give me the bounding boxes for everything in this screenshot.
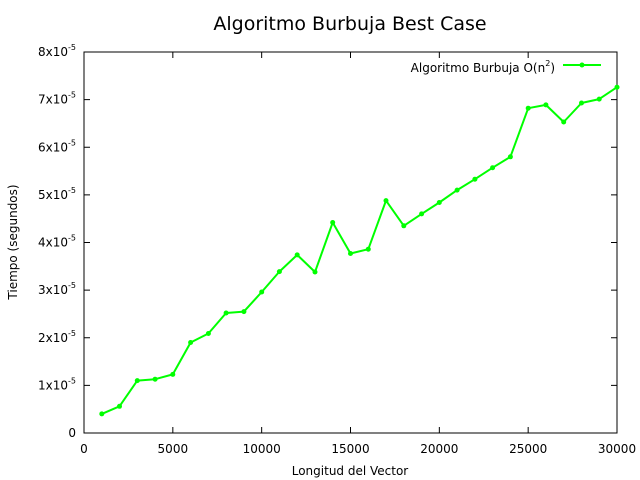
y-tick-label-exp: -5 xyxy=(68,281,76,290)
data-point xyxy=(365,246,371,252)
y-tick-label-exp: -5 xyxy=(68,329,76,338)
y-tick-label-exp: -5 xyxy=(68,376,76,385)
data-point xyxy=(596,96,602,102)
y-tick-label-base: 3x10 xyxy=(38,283,68,297)
data-point xyxy=(152,376,158,382)
data-point xyxy=(490,165,496,171)
x-tick-label: 20000 xyxy=(420,442,458,456)
data-point xyxy=(401,223,407,229)
x-tick-label: 0 xyxy=(80,442,88,456)
y-tick-label: 8x10-5 xyxy=(38,43,76,59)
series-line xyxy=(101,86,618,415)
x-axis-label: Longitud del Vector xyxy=(292,464,409,478)
x-tick-label: 25000 xyxy=(509,442,547,456)
chart-title: Algoritmo Burbuja Best Case xyxy=(213,13,486,35)
data-point xyxy=(543,102,549,108)
x-tick-label: 30000 xyxy=(598,442,636,456)
y-tick-label: 3x10-5 xyxy=(38,281,76,297)
y-tick-label-exp: -5 xyxy=(68,186,76,195)
y-tick-label-base: 5x10 xyxy=(38,188,68,202)
data-point xyxy=(312,269,318,275)
data-point xyxy=(507,154,513,160)
y-tick-label: 1x10-5 xyxy=(38,376,76,392)
data-point xyxy=(188,340,194,345)
y-tick-label-base: 8x10 xyxy=(38,45,68,59)
data-point xyxy=(276,269,282,275)
legend-label-sup: 2 xyxy=(545,59,550,68)
legend: Algoritmo Burbuja O(n2) xyxy=(411,59,601,75)
y-axis-label: Tiempo (segundos) xyxy=(6,184,20,300)
y-tick-label-exp: -5 xyxy=(68,234,76,243)
y-tick-label-base: 4x10 xyxy=(38,236,68,250)
x-axis: 0 5000 10000 15000 20000 25000 30000 xyxy=(80,52,636,456)
y-tick-label: 5x10-5 xyxy=(38,186,76,202)
data-point xyxy=(294,252,300,258)
data-point xyxy=(259,289,265,295)
legend-label-end: ) xyxy=(550,61,555,75)
y-tick-label-base: 1x10 xyxy=(38,378,68,392)
y-tick-label-exp: -5 xyxy=(68,91,76,100)
data-point xyxy=(561,119,567,125)
y-tick-label: 6x10-5 xyxy=(38,138,76,154)
data-point xyxy=(99,411,105,417)
data-point xyxy=(525,105,531,111)
data-point xyxy=(205,331,211,336)
data-point xyxy=(117,403,122,409)
y-tick-label-base: 0 xyxy=(68,426,76,440)
x-tick-label: 10000 xyxy=(243,442,281,456)
x-tick-label: 15000 xyxy=(331,442,369,456)
y-tick-label-base: 2x10 xyxy=(38,331,68,345)
data-point xyxy=(170,371,176,377)
data-point xyxy=(348,251,353,256)
y-axis: 01x10-52x10-53x10-54x10-55x10-56x10-57x1… xyxy=(38,43,617,440)
data-point xyxy=(454,187,460,193)
data-point xyxy=(472,176,478,182)
data-point xyxy=(579,100,584,106)
series-group xyxy=(99,84,620,417)
y-tick-label: 2x10-5 xyxy=(38,329,76,345)
data-point xyxy=(241,309,247,315)
y-tick-label: 0 xyxy=(68,426,76,440)
y-tick-label-exp: -5 xyxy=(68,138,76,147)
y-tick-label: 7x10-5 xyxy=(38,91,76,107)
data-point xyxy=(419,211,425,217)
y-tick-label-exp: -5 xyxy=(68,43,76,52)
data-point xyxy=(383,198,389,204)
data-point xyxy=(614,84,620,90)
x-tick-label: 5000 xyxy=(158,442,189,456)
y-tick-label-base: 7x10 xyxy=(38,93,68,107)
legend-marker-swatch xyxy=(579,62,585,68)
data-point xyxy=(330,220,336,225)
y-tick-label-base: 6x10 xyxy=(38,140,68,154)
data-point xyxy=(223,310,229,316)
data-point xyxy=(134,378,140,384)
legend-label: Algoritmo Burbuja O(n2) xyxy=(411,59,555,75)
legend-label-main: Algoritmo Burbuja O(n xyxy=(411,61,546,75)
data-point xyxy=(436,200,442,205)
y-tick-label: 4x10-5 xyxy=(38,234,76,250)
